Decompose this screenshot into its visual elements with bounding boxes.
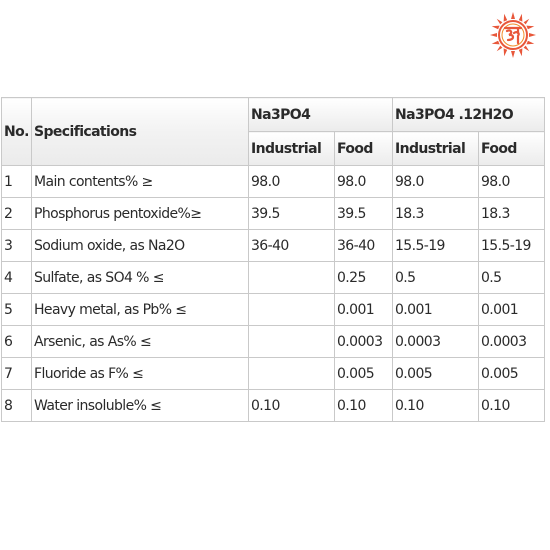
header-no: No.: [1, 97, 32, 166]
table-row: 3 Sodium oxide, as Na2O 36-40 36-40 15.5…: [1, 229, 545, 262]
cell-value: 0.001: [478, 293, 545, 326]
cell-value: 0.5: [392, 261, 479, 294]
table-row: 7 Fluoride as F% ≤ 0.005 0.005 0.005: [1, 357, 545, 390]
header-grade-food: Food: [334, 131, 393, 166]
row-number: 2: [1, 197, 32, 230]
table-row: 2 Phosphorus pentoxide%≥ 39.5 39.5 18.3 …: [1, 197, 545, 230]
row-number: 5: [1, 293, 32, 326]
table-row: 5 Heavy metal, as Pb% ≤ 0.001 0.001 0.00…: [1, 293, 545, 326]
cell-value: 0.10: [334, 389, 393, 422]
row-specification: Arsenic, as As% ≤: [31, 325, 249, 358]
cell-value: 0.10: [248, 389, 335, 422]
table-row: 4 Sulfate, as SO4 % ≤ 0.25 0.5 0.5: [1, 261, 545, 294]
cell-value: 15.5-19: [478, 229, 545, 262]
cell-value: 18.3: [392, 197, 479, 230]
cell-value: 0.0003: [334, 325, 393, 358]
cell-value: 0.005: [334, 357, 393, 390]
header-grade-food: Food: [478, 131, 545, 166]
row-specification: Heavy metal, as Pb% ≤: [31, 293, 249, 326]
cell-value: 98.0: [334, 165, 393, 198]
header-group-na3po4: Na3PO4: [248, 97, 393, 132]
row-specification: Phosphorus pentoxide%≥: [31, 197, 249, 230]
header-specifications: Specifications: [31, 97, 249, 166]
cell-value: 98.0: [248, 165, 335, 198]
header-grade-industrial: Industrial: [392, 131, 479, 166]
header-grade-industrial: Industrial: [248, 131, 335, 166]
sun-om-logo-icon: [490, 12, 536, 58]
table-row: 6 Arsenic, as As% ≤ 0.0003 0.0003 0.0003: [1, 325, 545, 358]
cell-value: 0.001: [334, 293, 393, 326]
cell-value: 15.5-19: [392, 229, 479, 262]
row-specification: Fluoride as F% ≤: [31, 357, 249, 390]
row-number: 3: [1, 229, 32, 262]
cell-value: 98.0: [392, 165, 479, 198]
cell-value: 18.3: [478, 197, 545, 230]
cell-value: 0.005: [392, 357, 479, 390]
table-row: 1 Main contents% ≥ 98.0 98.0 98.0 98.0: [1, 165, 545, 198]
cell-value: 0.0003: [478, 325, 545, 358]
row-number: 8: [1, 389, 32, 422]
cell-value: 39.5: [248, 197, 335, 230]
cell-value: 39.5: [334, 197, 393, 230]
cell-value: 0.0003: [392, 325, 479, 358]
row-specification: Main contents% ≥: [31, 165, 249, 198]
cell-value: 0.5: [478, 261, 545, 294]
cell-value: 0.10: [478, 389, 545, 422]
cell-value: 36-40: [248, 229, 335, 262]
row-number: 1: [1, 165, 32, 198]
row-specification: Water insoluble% ≤: [31, 389, 249, 422]
cell-value: 36-40: [334, 229, 393, 262]
cell-value: [248, 293, 335, 326]
cell-value: [248, 261, 335, 294]
cell-value: [248, 325, 335, 358]
om-glyph: [503, 26, 523, 45]
cell-value: 0.005: [478, 357, 545, 390]
sun-rays: [490, 12, 536, 58]
row-number: 6: [1, 325, 32, 358]
row-number: 4: [1, 261, 32, 294]
specifications-table: No. Specifications Na3PO4 Na3PO4 .12H2O …: [1, 97, 545, 422]
cell-value: 98.0: [478, 165, 545, 198]
header-group-na3po4-12h2o: Na3PO4 .12H2O: [392, 97, 545, 132]
cell-value: 0.25: [334, 261, 393, 294]
table-row: 8 Water insoluble% ≤ 0.10 0.10 0.10 0.10: [1, 389, 545, 422]
cell-value: [248, 357, 335, 390]
cell-value: 0.10: [392, 389, 479, 422]
row-specification: Sodium oxide, as Na2O: [31, 229, 249, 262]
cell-value: 0.001: [392, 293, 479, 326]
row-number: 7: [1, 357, 32, 390]
row-specification: Sulfate, as SO4 % ≤: [31, 261, 249, 294]
